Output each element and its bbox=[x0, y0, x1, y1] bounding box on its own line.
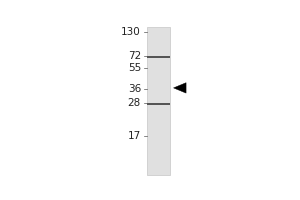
Text: 17: 17 bbox=[128, 131, 141, 141]
Bar bbox=[147, 103, 170, 105]
Text: 130: 130 bbox=[121, 27, 141, 37]
Text: 28: 28 bbox=[128, 98, 141, 108]
Text: 72: 72 bbox=[128, 51, 141, 61]
Polygon shape bbox=[173, 83, 186, 93]
Text: 55: 55 bbox=[128, 63, 141, 73]
Text: 36: 36 bbox=[128, 84, 141, 94]
Bar bbox=[147, 27, 170, 175]
Bar bbox=[147, 56, 170, 58]
